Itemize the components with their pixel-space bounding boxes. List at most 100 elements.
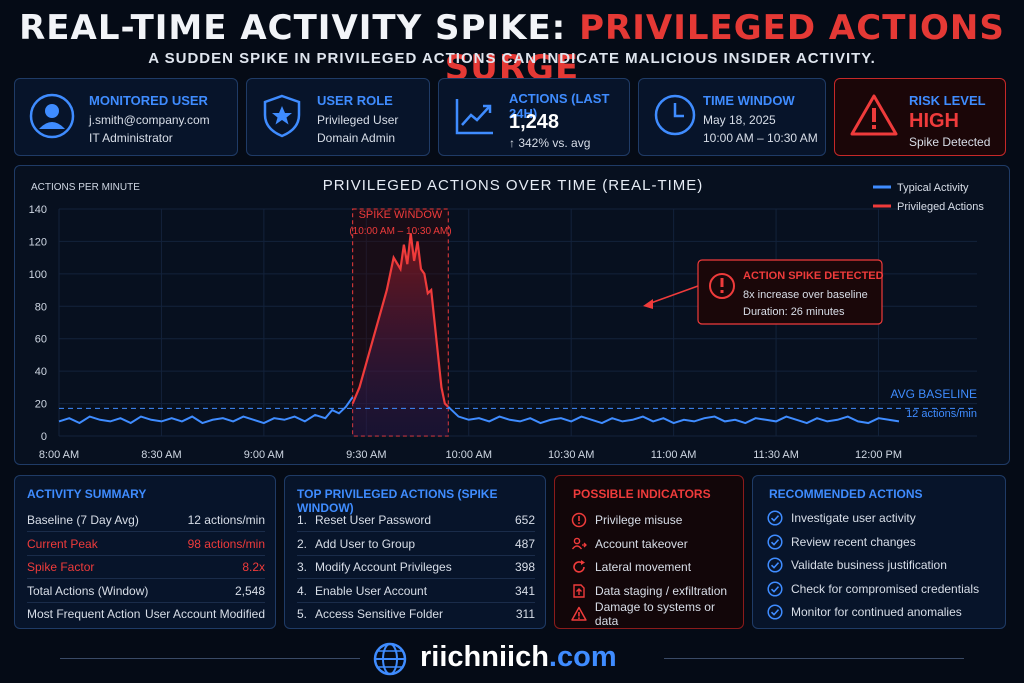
y-tick-label: 140 — [29, 204, 47, 216]
recommended-label: Review recent changes — [791, 534, 916, 549]
summary-label: Spike Factor — [27, 560, 95, 574]
summary-divider — [27, 554, 265, 556]
recommended-actions-title: RECOMMENDED ACTIONS — [769, 487, 923, 501]
y-tick-label: 80 — [35, 301, 47, 313]
indicator-row: Privilege misuse — [571, 512, 741, 528]
user-title: IT Administrator — [89, 131, 173, 145]
page-subtitle: A SUDDEN SPIKE IN PRIVILEGED ACTIONS CAN… — [148, 50, 876, 67]
top-action-divider — [297, 578, 535, 579]
top-action-divider — [297, 531, 535, 532]
title-part-1: REAL-TIME ACTIVITY SPIKE: — [19, 8, 567, 48]
y-tick-label: 0 — [41, 431, 47, 443]
summary-divider — [27, 601, 265, 603]
legend-privileged: Privileged Actions — [897, 201, 984, 213]
summary-row: Spike Factor 8.2x — [27, 559, 265, 575]
alert-icon — [571, 512, 587, 528]
top-action-row[interactable]: 3. Modify Account Privileges 398 — [297, 559, 535, 575]
summary-row: Total Actions (Window) 2,548 — [27, 583, 265, 599]
recommended-row[interactable]: Validate business justification — [767, 557, 997, 573]
indicator-row: Damage to systems or data — [571, 600, 741, 628]
top-action-row[interactable]: 1. Reset User Password 652 — [297, 512, 535, 528]
top-action-number: 3. — [297, 560, 308, 574]
summary-row: Baseline (7 Day Avg) 12 actions/min — [27, 512, 265, 528]
x-tick-label: 12:00 PM — [855, 449, 902, 461]
y-tick-label: 40 — [35, 366, 47, 378]
summary-value: 98 actions/min — [187, 536, 265, 551]
user-role-card: USER ROLE Privileged User Domain Admin — [246, 78, 430, 156]
activity-summary-title: ACTIVITY SUMMARY — [27, 487, 147, 501]
check-circle-icon — [767, 557, 783, 573]
recommended-label: Investigate user activity — [791, 511, 916, 525]
warning-icon — [850, 94, 898, 136]
check-circle-icon — [767, 533, 783, 550]
user-swap-icon — [571, 537, 587, 549]
top-action-count: 652 — [514, 513, 535, 527]
series-line-typical — [58, 396, 354, 425]
top-actions-panel: TOP PRIVILEGED ACTIONS (SPIKE WINDOW) 1.… — [284, 475, 546, 629]
brand-name: riichniich — [420, 641, 549, 673]
top-action-number: 1. — [297, 513, 308, 527]
recommended-label: Check for compromised credentials — [791, 581, 980, 596]
x-tick-label: 10:30 AM — [548, 449, 594, 461]
possible-indicators-panel: POSSIBLE INDICATORS Privilege misuse Acco… — [554, 475, 744, 629]
page-title: REAL-TIME ACTIVITY SPIKE: PRIVILEGED ACT… — [0, 8, 1024, 88]
risk-level-value: HIGH — [909, 110, 959, 132]
x-axis-ticks: 8:00 AM 8:30 AM 9:00 AM 9:30 AM 10:00 AM 10:3… — [39, 449, 902, 461]
user-icon — [29, 93, 75, 139]
refresh-icon — [573, 560, 585, 573]
top-action-row[interactable]: 2. Add User to Group 487 — [297, 536, 535, 552]
chart-legend: Typical Activity Privileged Actions — [873, 182, 984, 213]
activity-summary-panel: ACTIVITY SUMMARY Baseline (7 Day Avg) 12 … — [14, 475, 276, 629]
summary-divider — [27, 578, 265, 579]
summary-value: 8.2x — [242, 560, 265, 574]
warning-icon — [571, 606, 587, 621]
top-action-number: 5. — [297, 607, 308, 621]
recommended-row[interactable]: Review recent changes — [767, 533, 997, 550]
chart-grid — [58, 208, 977, 437]
x-tick-label: 11:00 AM — [651, 449, 697, 461]
legend-typical: Typical Activity — [897, 182, 969, 194]
top-action-row[interactable]: 5. Access Sensitive Folder 311 — [297, 606, 535, 622]
summary-label: Total Actions (Window) — [27, 583, 149, 598]
actions-label: ACTIONS (LAST 24H) — [509, 91, 610, 121]
recommended-actions-panel: RECOMMENDED ACTIONS Investigate user act… — [752, 475, 1006, 629]
role-line-2: Domain Admin — [317, 131, 396, 145]
chart-title: PRIVILEGED ACTIONS OVER TIME (REAL-TIME) — [323, 177, 704, 194]
top-action-count: 341 — [514, 583, 535, 598]
top-actions-title: TOP PRIVILEGED ACTIONS (SPIKE WINDOW) — [297, 487, 498, 515]
y-tick-label: 120 — [29, 236, 47, 248]
time-window-card: TIME WINDOW May 18, 2025 10:00 AM – 10:3… — [638, 78, 826, 156]
series-line-typical — [447, 406, 900, 425]
top-action-label: Reset User Password — [315, 513, 432, 527]
top-action-count: 487 — [514, 536, 535, 551]
top-action-number: 4. — [297, 583, 308, 598]
brand-domain: .com — [548, 641, 617, 673]
top-action-row[interactable]: 4. Enable User Account 341 — [297, 583, 535, 599]
monitored-user-label: MONITORED USER — [89, 93, 208, 108]
summary-row: Most Frequent Action User Account Modifie… — [27, 606, 265, 622]
check-circle-icon — [767, 510, 783, 526]
summary-value: 12 actions/min — [187, 513, 265, 527]
footer: riichniich.com — [0, 640, 1024, 676]
x-tick-label: 9:00 AM — [244, 449, 284, 461]
shield-star-icon — [263, 94, 301, 138]
indicator-row: Account takeover — [571, 536, 741, 552]
indicator-row: Data staging / exfiltration — [571, 583, 741, 599]
recommended-row[interactable]: Check for compromised credentials — [767, 580, 997, 597]
top-action-number: 2. — [297, 536, 308, 551]
recommended-row[interactable]: Monitor for continued anomalies — [767, 604, 997, 620]
brand-link[interactable]: riichniich.com — [420, 641, 617, 674]
indicator-row: Lateral movement — [571, 559, 741, 575]
indicator-label: Privilege misuse — [595, 513, 683, 527]
top-action-count: 398 — [514, 560, 535, 574]
summary-label: Most Frequent Action — [27, 607, 141, 621]
indicator-label: Account takeover — [595, 536, 688, 551]
spike-area-fill — [352, 233, 449, 436]
baseline-label: AVG BASELINE — [891, 387, 977, 401]
actions-count: 1,248 — [509, 111, 560, 133]
alert-line-1: 8x increase over baseline — [743, 289, 868, 301]
spike-window-label: SPIKE WINDOW — [359, 209, 443, 221]
title-part-2: PRIVILEGED ACTIONS SURGE — [444, 8, 1005, 88]
top-action-label: Modify Account Privileges — [315, 560, 452, 574]
recommended-row[interactable]: Investigate user activity — [767, 510, 997, 526]
